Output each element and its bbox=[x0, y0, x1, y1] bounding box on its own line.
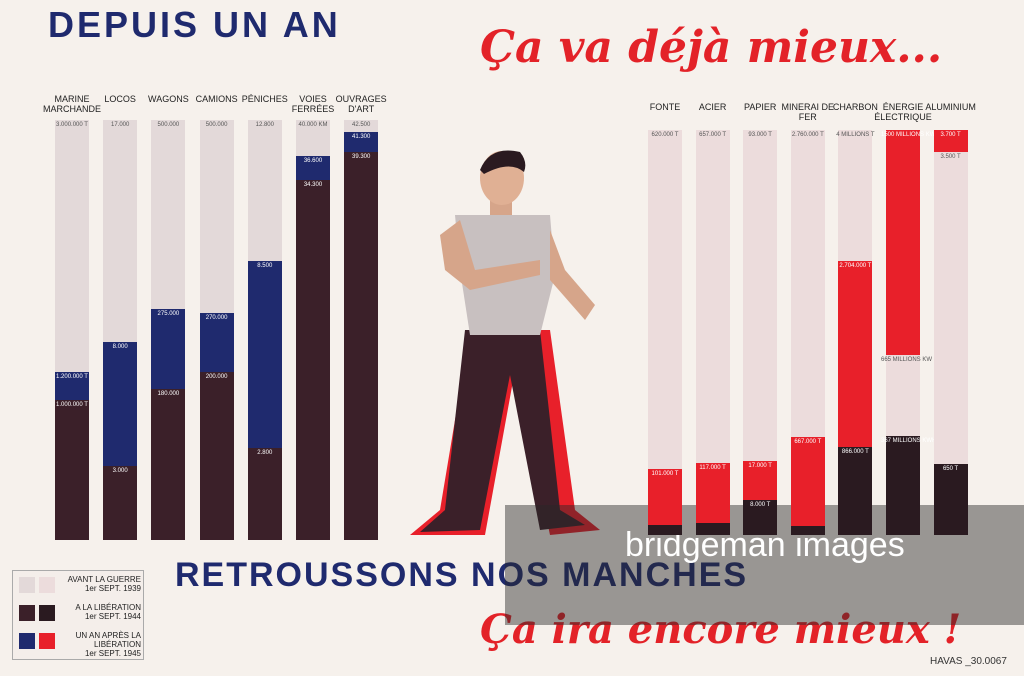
closing: Ça ira encore mieux ! bbox=[480, 606, 962, 653]
category-label: OUVRAGES D'ART bbox=[335, 94, 387, 114]
value-label: 200.000 bbox=[205, 374, 228, 380]
value-label: 275.000 bbox=[157, 311, 180, 317]
value-label: 500.000 bbox=[157, 122, 180, 128]
bar bbox=[648, 130, 682, 535]
category-label: ALUMINIUM bbox=[925, 102, 976, 112]
value-label: 650 T bbox=[942, 465, 959, 472]
bar bbox=[886, 435, 920, 535]
category-label: ÉNERGIE ÉLECTRIQUE bbox=[874, 102, 932, 122]
value-label: 36.600 bbox=[303, 157, 323, 164]
value-label: 866.000 T bbox=[841, 449, 869, 456]
value-label: 117.000 T bbox=[699, 464, 726, 471]
bar bbox=[199, 372, 234, 540]
category-label: PÉNICHES bbox=[241, 94, 288, 104]
value-label: 8.500 bbox=[257, 263, 273, 270]
legend-swatch bbox=[19, 577, 35, 593]
value-label: 367 MILLIONS KWH bbox=[881, 437, 937, 444]
bar bbox=[790, 437, 825, 535]
bar bbox=[296, 179, 330, 540]
value-label: 3.700 T bbox=[940, 132, 961, 138]
value-label: 12.800 bbox=[255, 122, 274, 128]
bar bbox=[55, 400, 89, 540]
legend-swatch bbox=[39, 577, 55, 593]
value-label: 8.000 T bbox=[750, 502, 771, 509]
category-label: VOIES FERRÉES bbox=[291, 94, 335, 114]
value-label: 17.000 bbox=[111, 122, 130, 128]
category-label: MARINE MARCHANDE bbox=[42, 94, 101, 114]
value-label: 41.300 bbox=[352, 133, 371, 140]
value-label: 2.704.000 T bbox=[839, 263, 872, 270]
value-label: 2.800 bbox=[257, 450, 273, 457]
bar bbox=[648, 469, 682, 535]
category-label: LOCOS bbox=[104, 94, 136, 104]
value-label: 3.500 T bbox=[940, 153, 961, 160]
value-label: 93.000 T bbox=[748, 132, 772, 138]
legend-label: UN AN APRÈS LA LIBÉRATION 1er SEPT. 1945 bbox=[75, 631, 141, 658]
legend-swatch bbox=[19, 633, 35, 649]
bar bbox=[790, 526, 825, 535]
legend: AVANT LA GUERRE 1er SEPT. 1939 A LA LIBÉR… bbox=[12, 570, 144, 660]
value-label: 667.000 T bbox=[794, 439, 822, 446]
category-label: MINERAI DE FER bbox=[781, 102, 835, 122]
value-label: 17.000 T bbox=[748, 462, 772, 469]
value-label: 2.760.000 T bbox=[791, 132, 824, 138]
credit: HAVAS _30.0067 bbox=[930, 656, 1007, 667]
value-label: 657.000 T bbox=[699, 132, 727, 138]
worker-figure bbox=[410, 150, 600, 535]
value-label: 620.000 T bbox=[651, 132, 679, 138]
legend-swatch bbox=[39, 605, 55, 621]
value-label: 8.000 bbox=[112, 344, 128, 351]
title: DEPUIS UN AN bbox=[48, 4, 341, 45]
legend-swatch bbox=[19, 605, 35, 621]
value-label: 1.200.000 T bbox=[56, 374, 88, 380]
bar bbox=[838, 447, 873, 535]
legend-label: AVANT LA GUERRE 1er SEPT. 1939 bbox=[67, 575, 141, 593]
value-label: 270.000 bbox=[205, 315, 228, 322]
bar bbox=[933, 463, 968, 535]
bar bbox=[648, 525, 682, 535]
category-label: ACIER bbox=[698, 102, 727, 112]
value-label: 40.000 KM bbox=[298, 122, 328, 128]
bar bbox=[103, 465, 138, 540]
value-label: 180.000 bbox=[157, 390, 180, 397]
value-label: 500.000 bbox=[205, 122, 228, 128]
bar bbox=[743, 500, 778, 535]
value-label: 4 MILLIONS T bbox=[836, 132, 875, 138]
slogan: RETROUSSONS NOS MANCHES bbox=[175, 556, 749, 594]
value-label: 34.300 bbox=[303, 181, 323, 188]
legend-label: A LA LIBÉRATION 1er SEPT. 1944 bbox=[75, 603, 141, 621]
value-label: 42.500 bbox=[352, 122, 371, 128]
value-label: 39.300 bbox=[352, 153, 371, 160]
category-label: PAPIER bbox=[744, 102, 777, 112]
value-label: 101.000 T bbox=[651, 471, 679, 478]
legend-swatch bbox=[39, 633, 55, 649]
category-label: CAMIONS bbox=[195, 94, 238, 104]
category-label: WAGONS bbox=[148, 94, 189, 104]
value-label: 1500 MILLIONS KWH bbox=[881, 132, 940, 138]
value-label: 1.000.000 T bbox=[56, 402, 88, 408]
bar bbox=[247, 448, 282, 540]
category-label: CHARBON bbox=[832, 102, 878, 112]
value-label: 3.000.000 T bbox=[56, 122, 88, 128]
bar bbox=[344, 151, 379, 540]
category-label: FONTE bbox=[649, 102, 681, 112]
value-label: 3.000 bbox=[112, 467, 128, 474]
bar bbox=[151, 388, 186, 540]
subtitle: Ça va déjà mieux... bbox=[480, 22, 943, 73]
bar bbox=[695, 522, 730, 535]
value-label: 665 MILLIONS KW bbox=[881, 357, 933, 364]
